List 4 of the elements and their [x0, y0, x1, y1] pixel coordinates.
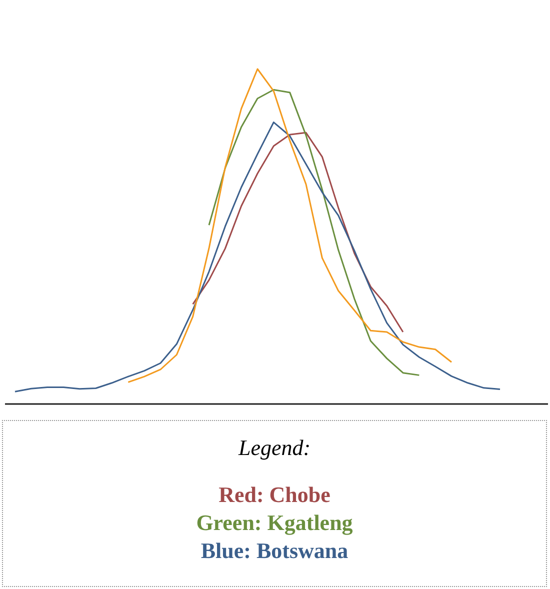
text: Green: Kgatleng: [195, 509, 354, 537]
legend-title: Legend:: [237, 435, 312, 461]
text: Blue: Botswana: [200, 537, 350, 565]
text: Red: Chobe: [218, 481, 332, 509]
